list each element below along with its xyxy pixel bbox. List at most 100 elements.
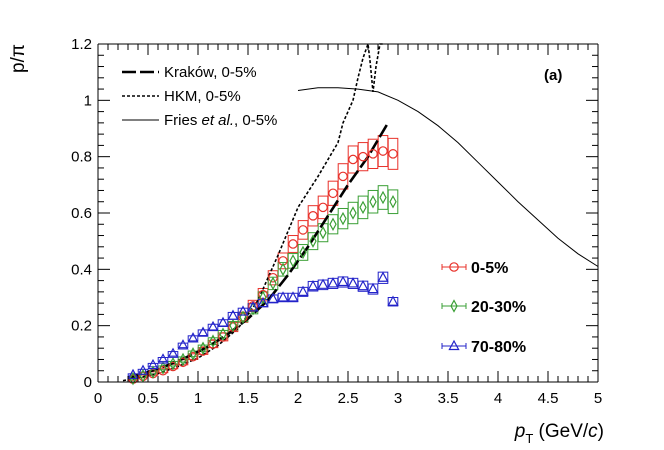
y-tick-label: 0.8	[71, 149, 92, 166]
data-point-20-30%	[259, 290, 267, 305]
x-tick-label: 5	[594, 390, 602, 407]
data-point-70-80%	[297, 285, 309, 296]
data-point-70-80%	[177, 339, 189, 350]
model-curves	[122, 43, 599, 382]
data-point-70-80%	[147, 358, 159, 370]
data-point-70-80%	[257, 296, 269, 308]
data-point-0-5%	[168, 361, 178, 372]
legend2-marker-0-5%	[449, 262, 459, 272]
legend-label-Fries et al., 0-5%: Fries et al., 0-5%	[164, 112, 277, 129]
centrality-legend: 0-5% 20-30% 70-80%	[441, 260, 526, 356]
data-point-70-80%	[367, 282, 379, 294]
data-point-0-5%	[348, 154, 358, 165]
sys-box-70-80%	[177, 342, 189, 349]
data-point-20-30%	[129, 371, 137, 386]
data-point-70-80%	[157, 353, 169, 364]
x-axis-title-units-close: )	[598, 421, 604, 442]
data-point-20-30%	[379, 190, 387, 205]
data-point-70-80%	[237, 305, 249, 316]
x-tick-label: 0	[94, 390, 102, 407]
data-point-20-30%	[299, 245, 307, 260]
y-tick-label: 1.2	[71, 36, 92, 53]
y-tick-label: 0.6	[71, 205, 92, 222]
data-point-0-5%	[318, 202, 328, 213]
sys-box-70-80%	[197, 329, 209, 337]
data-point-20-30%	[329, 217, 337, 232]
legend-label-part: , 0-5%	[234, 112, 277, 129]
data-point-20-30%	[169, 356, 177, 371]
data-point-20-30%	[389, 194, 397, 209]
data-point-70-80%	[317, 278, 329, 289]
x-tick-label: 3	[394, 390, 402, 407]
x-tick-label: 0.5	[138, 390, 159, 407]
x-tick-label: 3.5	[438, 390, 459, 407]
legend2-label-20-30%: 20-30%	[471, 299, 526, 316]
x-tick-label: 1.5	[238, 390, 259, 407]
data-point-70-80%	[167, 347, 179, 358]
data-point-70-80%	[287, 291, 299, 302]
data-point-70-80%	[357, 279, 369, 291]
data-point-20-30%	[369, 194, 377, 209]
x-axis-title-units-italic: c	[588, 421, 598, 442]
data-point-70-80%	[227, 309, 239, 320]
data-point-70-80%	[307, 279, 319, 291]
legend2-label-0-5%: 0-5%	[471, 260, 508, 277]
data-point-70-80%	[197, 326, 209, 337]
data-point-20-30%	[219, 327, 227, 341]
data-point-0-5%	[358, 151, 368, 162]
legend: Kraków, 0-5% HKM, 0-5% Fries et al., 0-5%	[122, 64, 277, 129]
data-point-0-5%	[338, 171, 348, 182]
sys-box-70-80%	[207, 323, 219, 331]
data-point-20-30%	[319, 225, 327, 240]
sys-box-20-30%	[297, 244, 309, 261]
x-tick-label: 1	[194, 390, 202, 407]
data-point-70-80%	[127, 368, 139, 380]
data-point-70-80%	[267, 292, 279, 304]
panel-label: (a)	[544, 67, 562, 84]
sys-box-70-80%	[187, 335, 199, 342]
legend-label-italic: et al.	[202, 112, 235, 129]
y-tick-label: 0.2	[71, 318, 92, 335]
data-point-20-30%	[279, 262, 287, 277]
data-point-0-5%	[178, 357, 188, 368]
data-point-0-5%	[388, 149, 398, 159]
data-point-0-5%	[308, 211, 318, 221]
data-point-0-5%	[198, 346, 208, 356]
x-tick-label: 2.5	[338, 390, 359, 407]
data-point-70-80%	[387, 295, 399, 306]
legend2-marker-70-80%	[448, 339, 460, 351]
data-point-0-5%	[378, 146, 388, 156]
sys-box-20-30%	[177, 356, 189, 363]
data-point-20-30%	[159, 361, 167, 375]
data-point-70-80%	[137, 364, 149, 375]
legend2-marker-20-30%	[450, 299, 458, 313]
x-tick-label: 4	[494, 390, 502, 407]
sys-box-70-80%	[167, 351, 179, 357]
data-point-20-30%	[349, 206, 357, 220]
data-point-0-5%	[188, 351, 198, 362]
y-tick-label: 0.4	[71, 261, 92, 278]
legend-label-HKM, 0-5%: HKM, 0-5%	[164, 88, 241, 105]
data-point-20-30%	[209, 334, 217, 348]
data-point-20-30%	[289, 254, 297, 268]
x-axis-title-symbol: p	[514, 421, 526, 442]
sys-box-20-30%	[387, 189, 399, 215]
data-point-0-5%	[158, 365, 168, 376]
data-point-0-5%	[288, 239, 298, 249]
legend2-label-70-80%: 70-80%	[471, 339, 526, 356]
x-tick-label: 4.5	[538, 390, 559, 407]
data-point-70-80%	[217, 316, 229, 327]
sys-box-20-30%	[187, 350, 199, 358]
data-point-20-30%	[189, 347, 197, 361]
y-axis-title: p/π	[8, 44, 29, 73]
data-point-0-5%	[218, 332, 228, 342]
axes: 0 0.5 1 1.5 2 2.5 3 3.5 4 4.5 5 0 0.2 0.4 0.6 0.8 1 1.2	[71, 36, 602, 407]
data-point-20-30%	[339, 211, 347, 226]
sys-box-20-30%	[277, 262, 289, 277]
data-point-70-80%	[187, 332, 199, 343]
data-markers	[127, 146, 399, 386]
y-tick-label: 1	[84, 92, 92, 109]
model-curve-HKM, 0-5%	[122, 43, 383, 382]
legend-label-part: Fries	[164, 112, 202, 129]
